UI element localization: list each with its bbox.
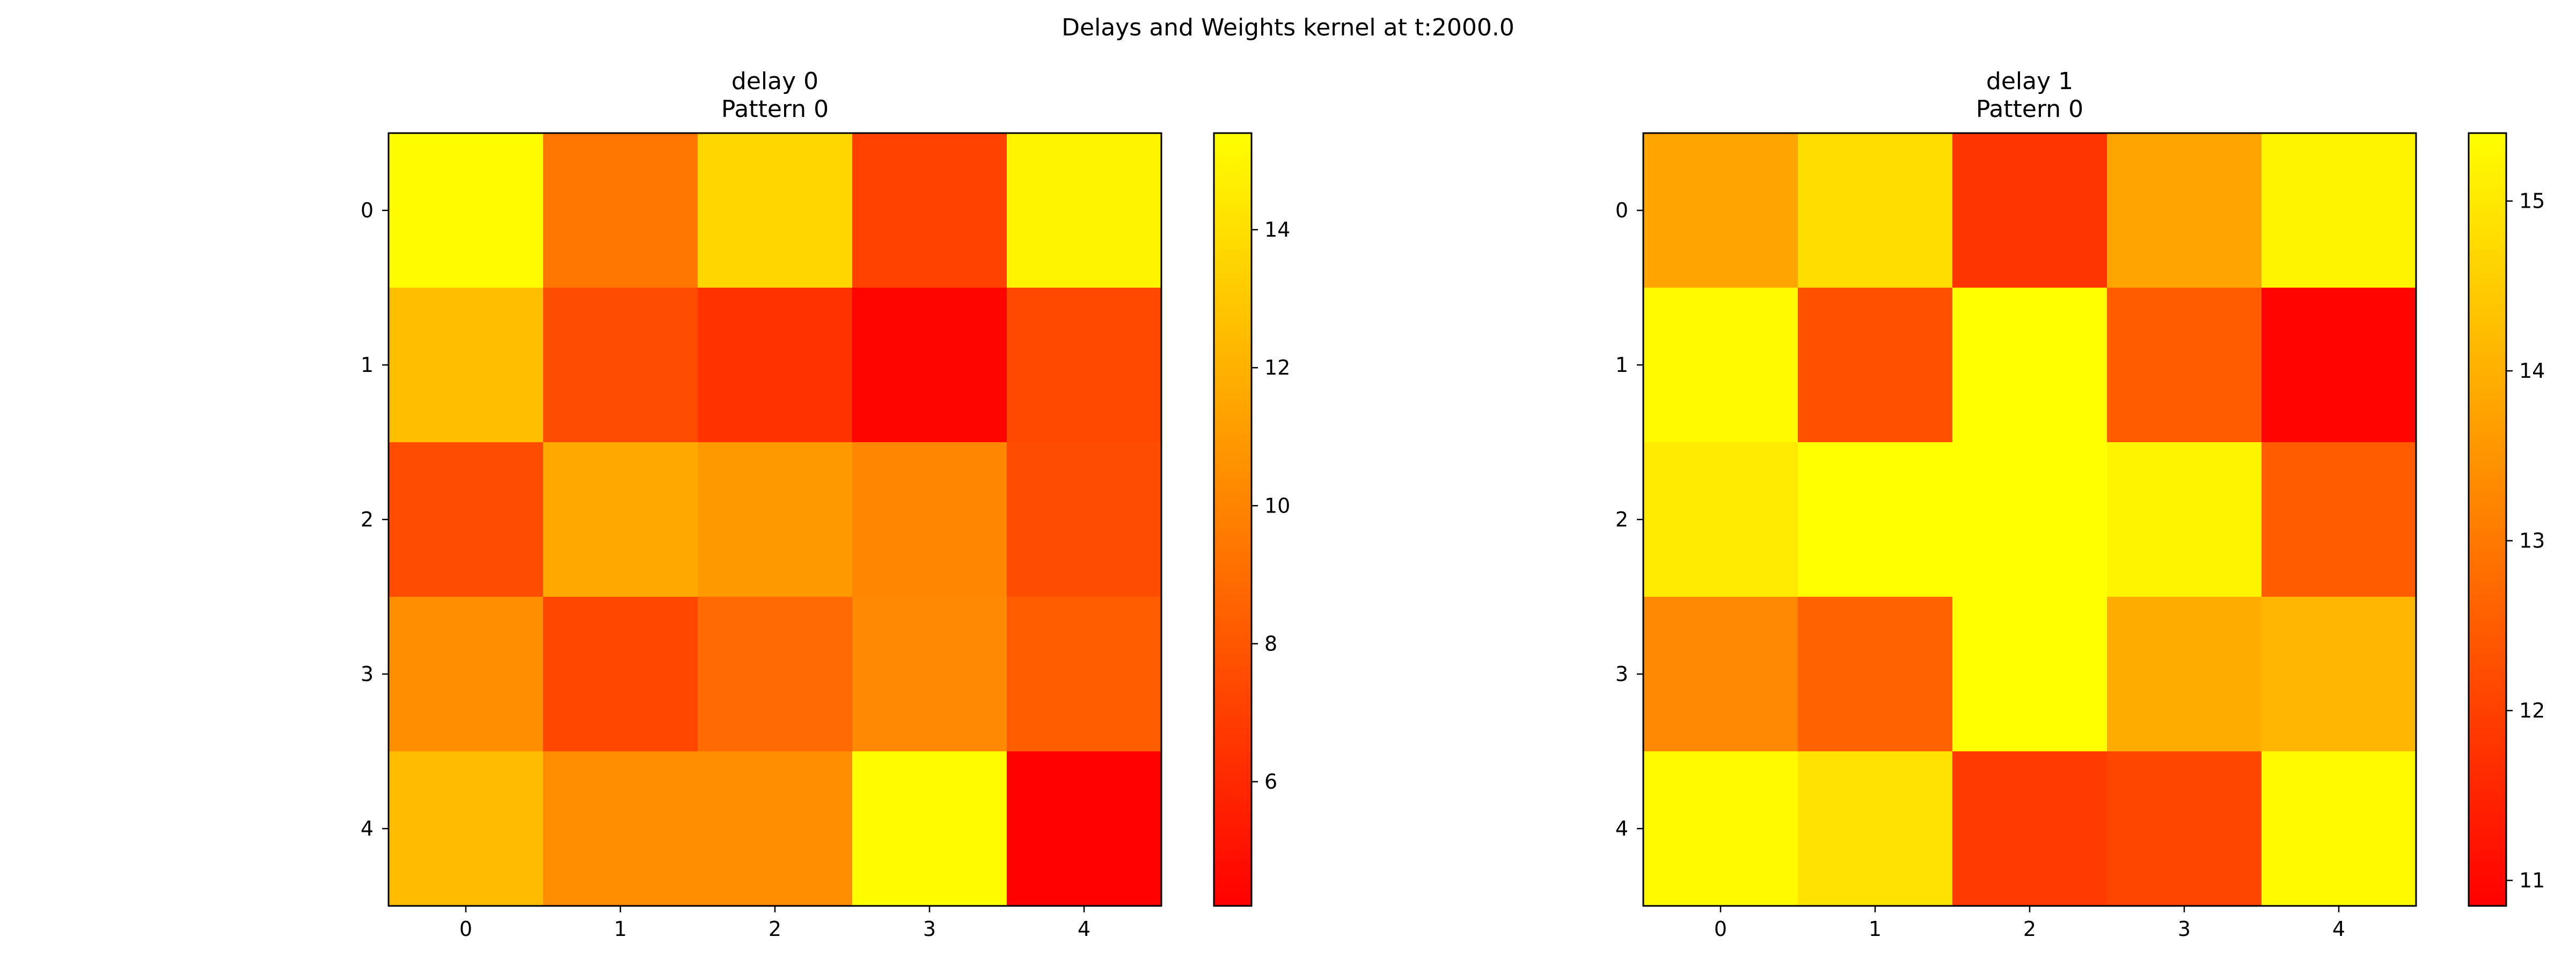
heatmap-cell [1007,442,1162,597]
heatmap-cell [852,442,1007,597]
heatmap-cell [1643,133,1798,288]
heatmap-cell [1643,597,1798,752]
heatmap-cell [1007,133,1162,288]
x-tick-label: 2 [769,917,781,941]
colorbar-tick-label: 13 [2519,529,2545,553]
colorbar-tick-label: 14 [2519,359,2545,383]
y-tick-label: 1 [361,353,374,377]
colorbar [1214,133,1252,906]
heatmap-cell [698,288,853,443]
heatmap-cell [2107,751,2262,906]
heatmap-cell [389,442,544,597]
heatmap-cell [2262,751,2417,906]
heatmap-cell [1798,751,1953,906]
x-tick-label: 1 [1869,917,1882,941]
colorbar-frame [2468,132,2507,907]
x-tick-label: 2 [2023,917,2036,941]
colorbar-tick-label: 11 [2519,869,2545,892]
x-tick-label: 0 [1714,917,1727,941]
heatmap-cell [2262,442,2417,597]
panel-title-line-1: Pattern 0 [1976,96,2083,123]
figure-title: Delays and Weights kernel at t:2000.0 [1062,14,1514,41]
heatmap-cell [543,442,698,597]
y-tick-label: 0 [1615,199,1628,222]
panel-title-line-0: delay 1 [1986,68,2073,95]
x-tick-label: 4 [2332,917,2345,941]
heatmap-cell [1952,751,2107,906]
y-tick-label: 3 [1615,662,1628,686]
heatmap-cell [389,597,544,752]
heatmap-cell [389,133,544,288]
heatmap-cell [2107,597,2262,752]
heatmap-cell [698,597,853,752]
heatmap-cell [1798,597,1953,752]
y-tick-label: 4 [1615,817,1628,840]
x-tick-label: 3 [2178,917,2191,941]
heatmap-cell [2262,597,2417,752]
heatmap-cell [1798,133,1953,288]
x-tick-label: 1 [614,917,627,941]
heatmap-cell [852,597,1007,752]
heatmap-cell [852,133,1007,288]
heatmap-cell [1643,288,1798,443]
x-tick-label: 4 [1078,917,1091,941]
heatmap-cell [389,288,544,443]
heatmap-cell [852,288,1007,443]
heatmap-cell [543,751,698,906]
colorbar-tick-label: 10 [1264,494,1290,517]
heatmap-cell [852,751,1007,906]
heatmap-cell [698,751,853,906]
y-tick-label: 2 [1615,508,1628,531]
colorbar-tick-label: 12 [1264,356,1290,379]
heatmap-cell [1952,442,2107,597]
y-tick-label: 1 [1615,353,1628,377]
heatmap-cell [543,288,698,443]
heatmap-cell [1007,288,1162,443]
colorbar-tick-label: 14 [1264,218,1290,241]
heatmap-cell [1007,751,1162,906]
colorbar-tick-label: 8 [1264,632,1277,655]
colorbar-tick-label: 12 [2519,699,2545,722]
heatmap-cell [2262,133,2417,288]
heatmap-cell [1798,442,1953,597]
heatmap-cell [2107,442,2262,597]
colorbar [2469,133,2506,906]
heatmap-cell [1798,288,1953,443]
heatmap-cell [543,597,698,752]
heatmap-cell [2107,288,2262,443]
y-tick-label: 2 [361,508,374,531]
x-tick-label: 3 [923,917,936,941]
heatmap-cell [1952,133,2107,288]
heatmap-cell [698,133,853,288]
colorbar-tick-label: 6 [1264,770,1277,794]
heatmap-cell [543,133,698,288]
y-tick-label: 0 [361,199,374,222]
colorbar-tick-label: 15 [2519,189,2545,213]
panel-title-line-0: delay 0 [731,68,818,95]
heatmap-cell [1007,597,1162,752]
heatmap-cell [1643,442,1798,597]
heatmap-cell [389,751,544,906]
heatmap-cell [1643,751,1798,906]
panel-title-line-1: Pattern 0 [721,96,829,123]
heatmap-cell [698,442,853,597]
heatmap-cell [1952,288,2107,443]
heatmap-cell [1952,597,2107,752]
colorbar-frame [1213,132,1253,907]
y-tick-label: 3 [361,662,374,686]
heatmap-cell [2262,288,2417,443]
x-tick-label: 0 [459,917,472,941]
heatmap-cell [2107,133,2262,288]
y-tick-label: 4 [361,817,374,840]
